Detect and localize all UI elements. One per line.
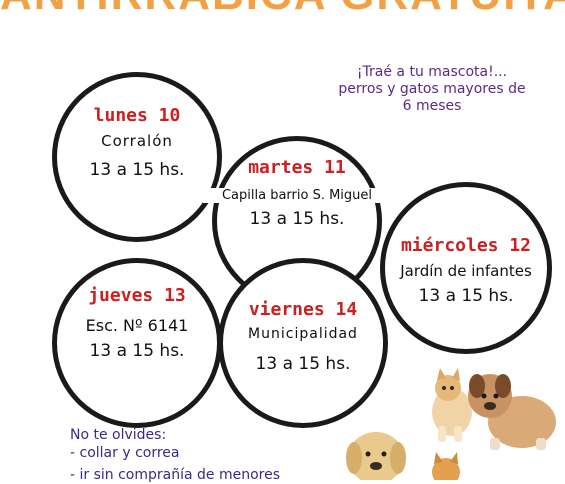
schedule-circle-jueves: jueves 13 Esc. Nº 6141 13 a 15 hs.	[52, 258, 222, 428]
bring-pet-note: ¡Traé a tu mascota!... perros y gatos ma…	[312, 64, 552, 115]
schedule-place: Jardín de infantes	[400, 262, 532, 280]
schedule-day: viernes 14	[248, 299, 358, 320]
reminder-item-minors: - ir sin comprañía de menores	[70, 467, 281, 483]
schedule-circle-miercoles: miércoles 12 Jardín de infantes 13 a 15 …	[380, 182, 552, 354]
title-banner: ANTIRRÁBICA GRATUITA	[0, 0, 565, 28]
reminder-box: No te olvides: - collar y correa - ir si…	[70, 426, 280, 483]
reminder-title: No te olvides:	[70, 427, 167, 443]
schedule-circle-viernes: viernes 14 Municipalidad 13 a 15 hs.	[218, 258, 388, 428]
note-line-1: ¡Traé a tu mascota!...	[356, 64, 508, 80]
schedule-place: Corralón	[101, 132, 173, 150]
note-line-3: 6 meses	[402, 98, 462, 114]
cat-icon	[432, 452, 460, 480]
schedule-hours: 13 a 15 hs.	[89, 341, 185, 361]
schedule-day: lunes 10	[93, 105, 181, 126]
schedule-hours: 13 a 15 hs.	[89, 160, 185, 180]
golden-puppy-icon	[346, 432, 406, 480]
schedule-place: Municipalidad	[248, 326, 358, 342]
note-line-2: perros y gatos mayores de	[338, 81, 526, 97]
schedule-circle-lunes: lunes 10 Corralón 13 a 15 hs.	[52, 72, 222, 242]
schedule-hours: 13 a 15 hs.	[418, 286, 514, 306]
schedule-hours: 13 a 15 hs.	[249, 209, 345, 229]
schedule-place: Esc. Nº 6141	[85, 316, 189, 335]
schedule-hours: 13 a 15 hs.	[255, 354, 351, 374]
campaign-title: ANTIRRÁBICA GRATUITA	[0, 0, 565, 20]
schedule-place: Capilla barrio S. Miguel	[203, 188, 391, 203]
schedule-day: miércoles 12	[400, 235, 532, 256]
reminder-item-collar: - collar y correa	[70, 445, 180, 461]
kitten-icon	[432, 368, 472, 442]
schedule-day: martes 11	[248, 157, 346, 178]
puppy-icon	[468, 374, 556, 450]
schedule-day: jueves 13	[88, 285, 186, 306]
pets-illustration	[346, 368, 556, 480]
